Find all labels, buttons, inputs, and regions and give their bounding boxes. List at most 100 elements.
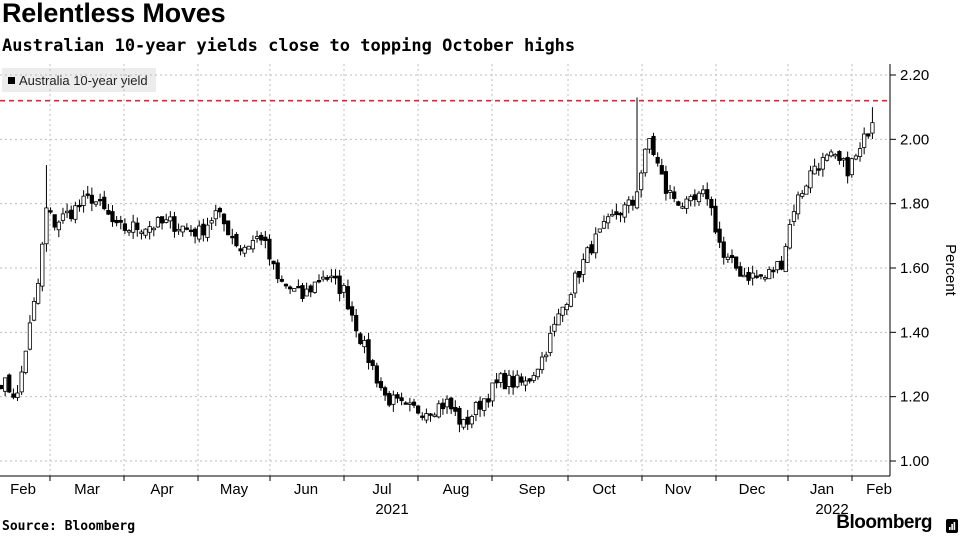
candle-body (614, 211, 619, 216)
candle-body (572, 272, 578, 294)
candle-body (31, 301, 37, 321)
candle-body (845, 156, 850, 177)
candle-body (407, 402, 412, 405)
candle-body (275, 262, 280, 280)
candle-body (527, 378, 532, 382)
candle-body (564, 304, 569, 311)
candle-body (577, 271, 582, 278)
candle-body (606, 216, 611, 224)
candle-body (444, 398, 450, 408)
candle-body (403, 402, 408, 405)
candle-body (321, 276, 326, 280)
candle-body (767, 269, 772, 280)
candle-body (548, 332, 553, 353)
candle-body (259, 234, 264, 241)
y-tick-label: 1.40 (900, 324, 929, 341)
candle-body (754, 275, 759, 278)
candle-body (552, 323, 557, 332)
y-tick-label: 2.20 (900, 67, 929, 84)
candle-body (358, 333, 363, 345)
candle-body (254, 236, 260, 239)
bloomberg-terminal-icon (946, 519, 958, 533)
candle-body (667, 189, 673, 193)
candle-body (98, 198, 103, 202)
candle-body (837, 151, 842, 161)
candle-body (230, 235, 235, 239)
candle-body (713, 205, 718, 233)
candle-body (870, 122, 875, 134)
x-tick-label: Dec (739, 481, 766, 498)
candle-body (48, 210, 53, 213)
candle-body (263, 236, 268, 241)
candle-body (647, 137, 652, 150)
candle-body (440, 402, 446, 410)
candle-body (626, 199, 631, 206)
candle-body (449, 397, 454, 410)
candle-body (820, 157, 825, 170)
candle-body (568, 294, 574, 307)
candle-body (779, 260, 784, 270)
candle-body (866, 133, 871, 137)
candle-body (0, 385, 4, 390)
candle-body (44, 207, 49, 245)
candle-body (69, 209, 74, 220)
candle-body (729, 255, 735, 259)
candle-body (287, 286, 293, 290)
candle-body (432, 414, 437, 417)
candle-body (601, 221, 607, 229)
candle-body (634, 191, 640, 209)
candle-body (482, 398, 487, 411)
candle-body (27, 322, 33, 350)
y-tick-label: 1.20 (900, 389, 929, 406)
candle-body (366, 339, 371, 363)
candle-body (610, 214, 615, 217)
candle-body (19, 371, 24, 393)
candle-body (725, 256, 730, 260)
candles (0, 97, 875, 433)
candle-body (36, 282, 41, 304)
candle-body (477, 400, 483, 410)
candle-body (734, 256, 739, 269)
candle-body (271, 260, 276, 265)
candle-body (465, 416, 470, 425)
candle-body (651, 135, 656, 155)
x-tick-label: Nov (665, 481, 692, 498)
candle-body (205, 224, 210, 238)
candle-body (494, 379, 499, 384)
candle-body (300, 285, 305, 300)
candle-body (122, 223, 127, 231)
candle-body (172, 216, 177, 232)
candle-body (325, 277, 330, 280)
candle-body (581, 259, 586, 275)
candle-body (64, 210, 70, 214)
candle-body (676, 201, 681, 206)
candle-body (523, 380, 528, 386)
candle-body (824, 154, 830, 161)
candle-body (556, 313, 561, 326)
candle-body (585, 247, 590, 263)
candle-body (775, 261, 780, 271)
candle-body (862, 133, 867, 148)
candle-body (246, 245, 251, 250)
x-tick-label: Aug (443, 481, 470, 498)
candle-body (436, 403, 441, 418)
candle-body (147, 226, 152, 233)
chart-subtitle: Australian 10-year yields close to toppi… (2, 36, 576, 56)
candle-body (639, 172, 644, 191)
bloomberg-logo: Bloomberg (836, 512, 932, 533)
candle-body (168, 216, 173, 222)
candle-body (242, 246, 247, 254)
candle-body (296, 285, 301, 289)
candle-body (680, 206, 685, 209)
candle-body (672, 191, 677, 199)
x-tick-label: Oct (592, 481, 616, 498)
legend-swatch (8, 76, 15, 84)
candle-body (539, 356, 545, 371)
candle-body (267, 238, 272, 260)
candle-body (701, 189, 706, 195)
candle-body (234, 234, 239, 247)
candle-body (808, 170, 813, 189)
candle-body (812, 165, 817, 175)
candle-body (473, 401, 479, 416)
candle-body (420, 415, 425, 418)
